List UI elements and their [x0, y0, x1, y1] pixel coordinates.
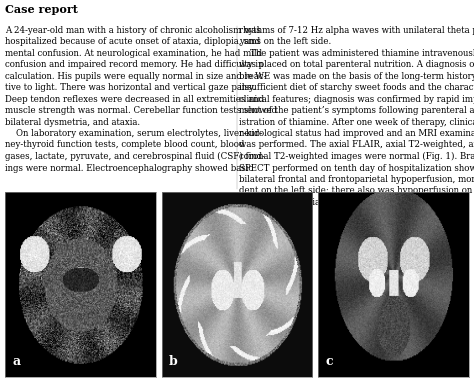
Text: b: b [169, 355, 178, 368]
Text: A 24-year-old man with a history of chronic alcoholism was
hospitalized because : A 24-year-old man with a history of chro… [5, 26, 277, 173]
Text: rhythms of 7-12 Hz alpha waves with unilateral theta parox-
ysms on the left sid: rhythms of 7-12 Hz alpha waves with unil… [239, 26, 474, 207]
Text: c: c [326, 355, 334, 368]
Text: a: a [12, 355, 20, 368]
Text: Case report: Case report [5, 4, 78, 15]
